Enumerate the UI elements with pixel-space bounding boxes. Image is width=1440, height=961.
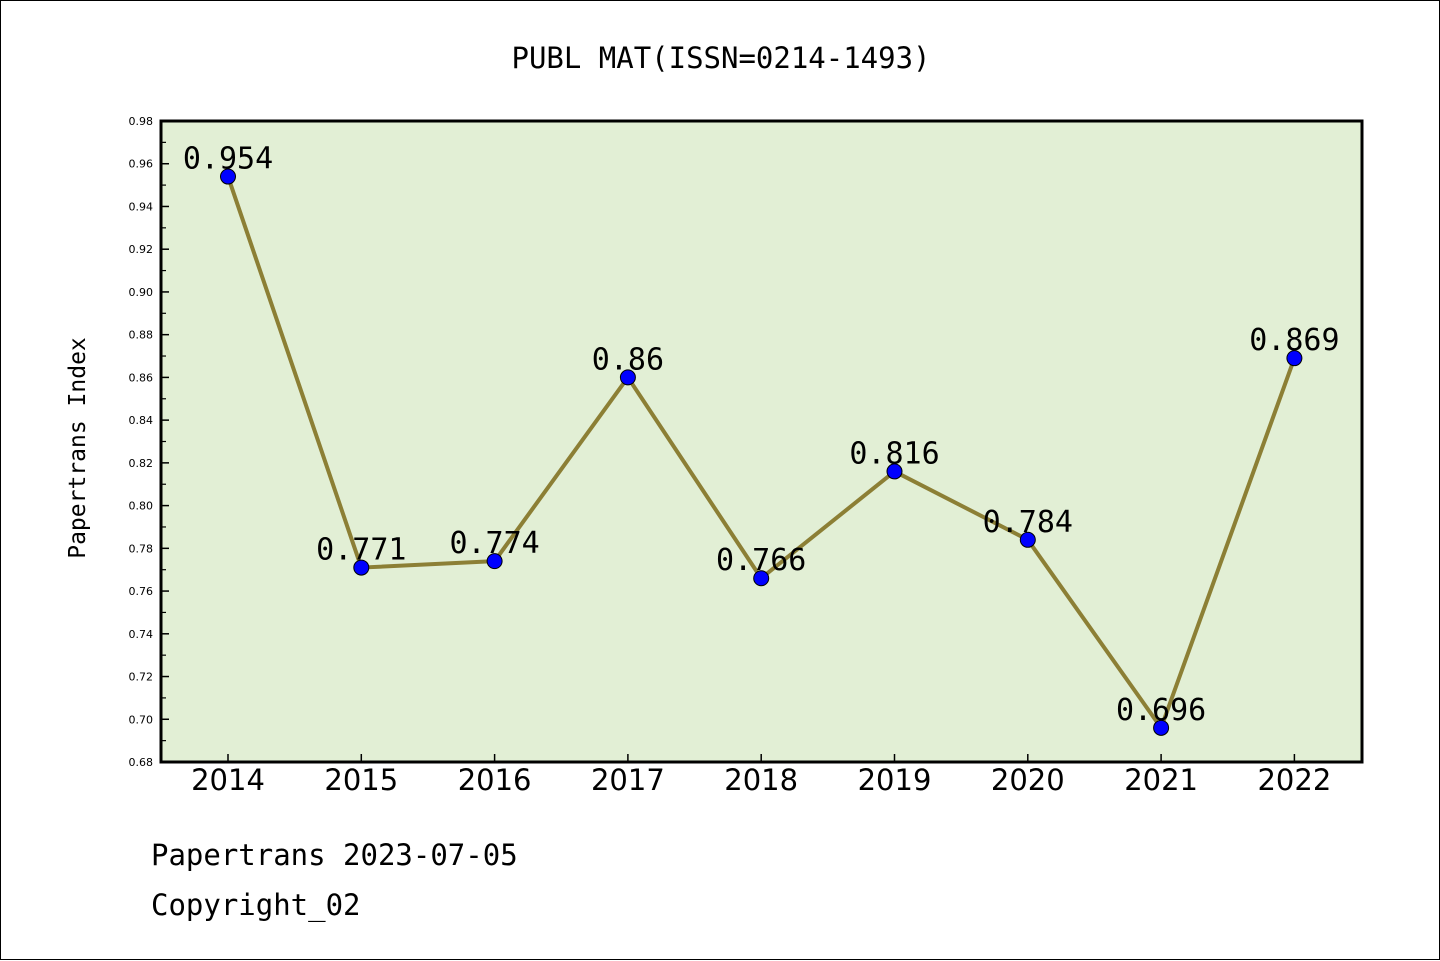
data-label: 0.954: [183, 142, 273, 177]
y-tick-label: 0.80: [129, 500, 154, 513]
data-label: 0.771: [316, 533, 406, 568]
series-markers: [220, 168, 1303, 736]
footer-copyright: Copyright_02: [151, 888, 361, 923]
x-tick-label: 2022: [1257, 763, 1331, 797]
x-tick-label: 2016: [458, 763, 532, 797]
data-point: [1153, 719, 1170, 736]
y-tick-label: 0.94: [129, 200, 154, 213]
y-axis-label: Papertrans Index: [65, 337, 91, 559]
y-tick-label: 0.82: [129, 457, 154, 470]
data-point: [1286, 350, 1303, 367]
data-point: [886, 463, 903, 480]
data-label: 0.696: [1116, 693, 1206, 728]
x-tick-label: 2018: [724, 763, 798, 797]
x-axis: 2014 2015 2016 2017 2018 2019 2020 2021 2022: [191, 754, 1331, 797]
y-tick-label: 0.84: [129, 414, 154, 427]
x-tick-label: 2017: [591, 763, 665, 797]
data-point: [753, 570, 770, 587]
x-tick-label: 2021: [1124, 763, 1198, 797]
x-tick-label: 2015: [324, 763, 398, 797]
data-label: 0.816: [849, 436, 939, 471]
y-tick-label: 0.88: [129, 329, 154, 342]
y-tick-label: 0.74: [129, 628, 154, 641]
data-labels: 0.954 0.771 0.774 0.86 0.766 0.816 0.784 0.696 0…: [183, 142, 1340, 728]
y-tick-label: 0.76: [129, 585, 154, 598]
y-axis: 0.68 0.70 0.72 0.74 0.76 0.78 0.80 0.82 0.84 0.86…: [129, 115, 169, 769]
data-label: 0.774: [449, 526, 539, 561]
chart-title: PUBL MAT(ISSN=0214-1493): [511, 41, 930, 75]
y-tick-label: 0.86: [129, 371, 154, 384]
plot-area: [159, 119, 1364, 764]
data-point: [486, 553, 503, 570]
footer-date: Papertrans 2023-07-05: [151, 838, 518, 872]
data-label: 0.766: [716, 543, 806, 578]
data-label: 0.86: [592, 342, 664, 377]
y-tick-label: 0.72: [129, 671, 154, 684]
data-point: [619, 369, 636, 386]
y-tick-label: 0.90: [129, 286, 154, 299]
data-label: 0.869: [1249, 323, 1339, 358]
data-label: 0.784: [983, 505, 1073, 540]
y-tick-label: 0.92: [129, 243, 154, 256]
y-tick-label: 0.68: [129, 756, 154, 769]
data-point: [1019, 531, 1036, 548]
y-tick-label: 0.70: [129, 713, 154, 726]
x-tick-label: 2014: [191, 763, 265, 797]
x-tick-label: 2019: [858, 763, 932, 797]
data-point: [353, 559, 370, 576]
y-tick-label: 0.78: [129, 542, 154, 555]
y-tick-label: 0.98: [129, 115, 154, 128]
x-tick-label: 2020: [991, 763, 1065, 797]
y-tick-label: 0.96: [129, 158, 154, 171]
data-point: [220, 168, 236, 185]
